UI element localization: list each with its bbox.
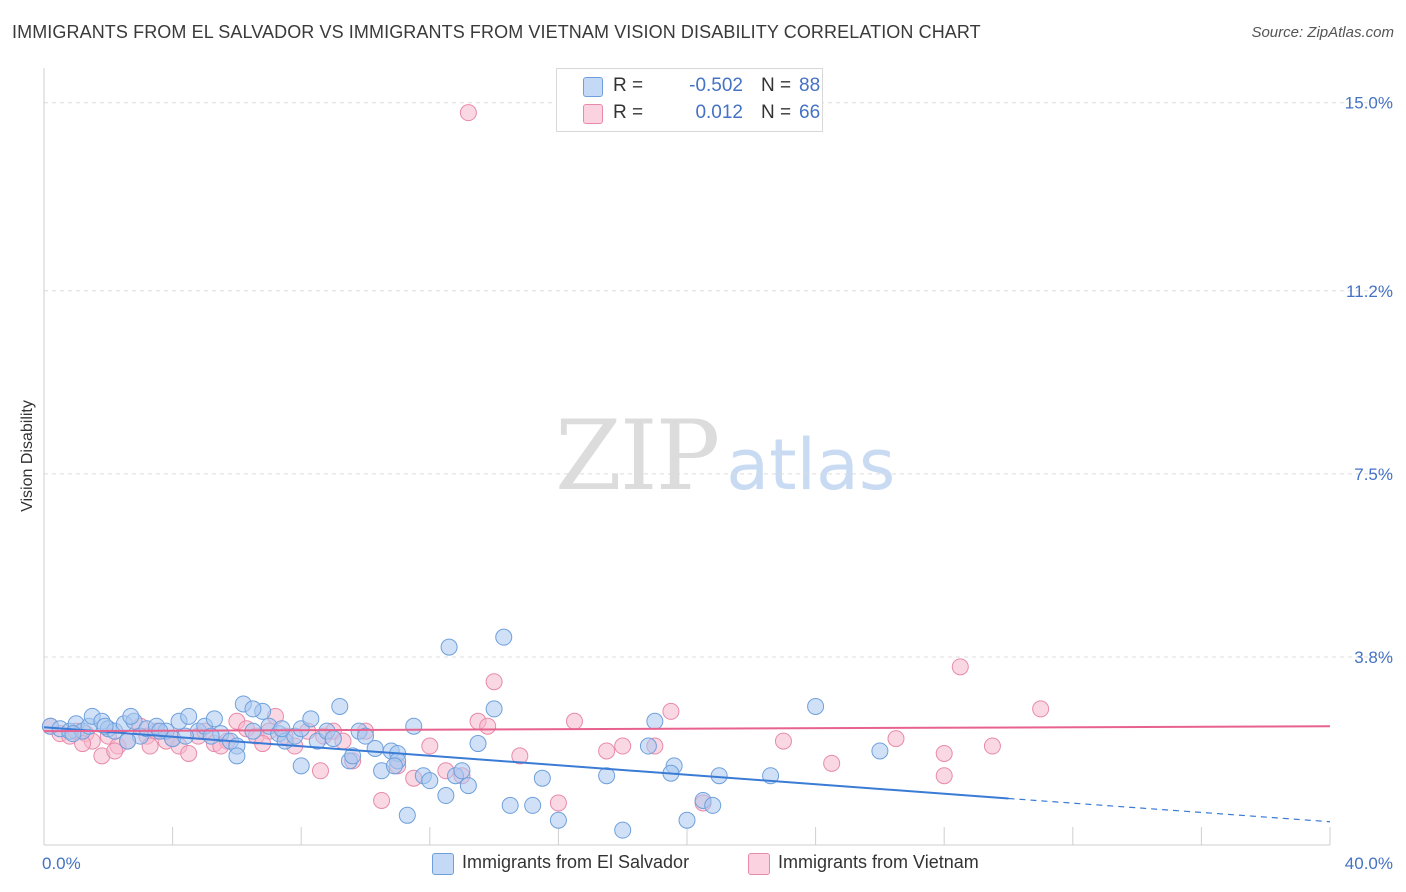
vietnam-point [373, 791, 391, 809]
el-salvador-point [704, 796, 722, 814]
legend-n-value: 88 [799, 75, 821, 96]
vietnam-point [459, 104, 477, 122]
watermark-atlas: atlas [726, 424, 896, 506]
y-tick-label: 3.8% [1354, 648, 1393, 667]
el-salvador-trend-extension [1008, 797, 1331, 823]
vietnam-point [549, 794, 567, 812]
el-salvador-point [357, 727, 374, 745]
el-salvador-point [205, 710, 223, 728]
vietnam-point [935, 767, 953, 785]
vietnam-point [983, 737, 1001, 755]
x-tick-label: 0.0% [42, 854, 81, 873]
el-salvador-point [440, 638, 458, 656]
el-salvador-point [437, 787, 455, 805]
vietnam-point [662, 702, 680, 720]
el-salvador-points [41, 628, 889, 839]
vietnam-points [41, 104, 1050, 812]
legend-n-label: N = [761, 75, 792, 96]
y-tick-label: 7.5% [1354, 465, 1393, 484]
tick-labels: 3.8% 7.5% 11.2% 15.0% 0.0% 40.0% [42, 94, 1393, 873]
el-salvador-point [459, 777, 477, 795]
legend-n-value: 66 [799, 102, 821, 123]
vietnam-point [598, 742, 616, 760]
el-salvador-point [549, 811, 567, 829]
legend-n-label: N = [761, 102, 792, 123]
el-salvador-point [292, 757, 310, 775]
el-salvador-point [119, 732, 137, 750]
stats-legend: R = -0.502 N = 88 R = 0.012 N = 66 [556, 68, 823, 132]
el-salvador-point [405, 717, 423, 735]
el-salvador-point [485, 700, 503, 718]
legend-swatch-blue [432, 853, 454, 875]
legend-item-vietnam[interactable]: Immigrants from Vietnam [748, 852, 979, 875]
vietnam-point [311, 762, 329, 780]
vietnam-point [485, 673, 503, 691]
vietnam-point [823, 754, 841, 772]
el-salvador-point [646, 712, 664, 730]
el-salvador-point [533, 769, 551, 787]
el-salvador-point [331, 697, 349, 715]
legend-r-label: R = [613, 102, 644, 123]
el-salvador-point [228, 747, 246, 765]
el-salvador-point [366, 740, 384, 758]
source-label: Source: ZipAtlas.com [1251, 24, 1394, 41]
watermark: ZIP atlas [555, 400, 895, 512]
vietnam-point [511, 747, 529, 765]
axes [43, 68, 1331, 846]
el-salvador-point [524, 796, 542, 814]
el-salvador-point [302, 710, 320, 728]
trend-lines [43, 725, 1331, 823]
vietnam-point [614, 737, 632, 755]
el-salvador-point [614, 821, 632, 839]
vietnam-point [421, 737, 439, 755]
el-salvador-point [678, 811, 696, 829]
el-salvador-point [421, 772, 439, 790]
el-salvador-trend-line [43, 726, 1009, 800]
legend-label: Immigrants from El Salvador [462, 852, 690, 872]
x-tick-label: 40.0% [1345, 854, 1393, 873]
el-salvador-point [244, 700, 262, 718]
legend-label: Immigrants from Vietnam [778, 852, 979, 872]
vietnam-trend-line [43, 725, 1331, 733]
vietnam-point [479, 717, 497, 735]
y-tick-label: 15.0% [1345, 94, 1393, 113]
vietnam-point [565, 712, 583, 730]
legend-swatch-pink [748, 853, 770, 875]
legend-r-value: 0.012 [695, 102, 743, 123]
legend-item-el-salvador[interactable]: Immigrants from El Salvador [432, 852, 690, 875]
el-salvador-point [807, 697, 825, 715]
vietnam-point [887, 730, 905, 748]
legend-swatch-blue [583, 77, 603, 97]
vietnam-point [935, 744, 953, 762]
legend-r-value: -0.502 [689, 75, 743, 96]
el-salvador-point [324, 730, 342, 748]
legend-swatch-pink [583, 104, 603, 124]
el-salvador-point [344, 747, 362, 765]
el-salvador-point [469, 735, 487, 753]
el-salvador-point [871, 742, 889, 760]
vietnam-point [1032, 700, 1050, 718]
el-salvador-point [180, 707, 198, 725]
el-salvador-point [122, 707, 140, 725]
legend-r-label: R = [613, 75, 644, 96]
el-salvador-point [273, 720, 291, 738]
el-salvador-point [495, 628, 513, 646]
el-salvador-point [598, 767, 616, 785]
el-salvador-point [501, 796, 519, 814]
gridlines [44, 102, 1395, 658]
vietnam-point [106, 742, 124, 760]
el-salvador-point [398, 806, 416, 824]
chart-title: IMMIGRANTS FROM EL SALVADOR VS IMMIGRANT… [12, 22, 981, 42]
vietnam-point [774, 732, 792, 750]
vietnam-point [180, 744, 198, 762]
el-salvador-point [639, 737, 657, 755]
el-salvador-point [385, 757, 403, 775]
y-tick-label: 11.2% [1346, 282, 1393, 301]
watermark-zip: ZIP [555, 400, 720, 512]
vietnam-point [951, 658, 969, 676]
el-salvador-point [453, 762, 471, 780]
